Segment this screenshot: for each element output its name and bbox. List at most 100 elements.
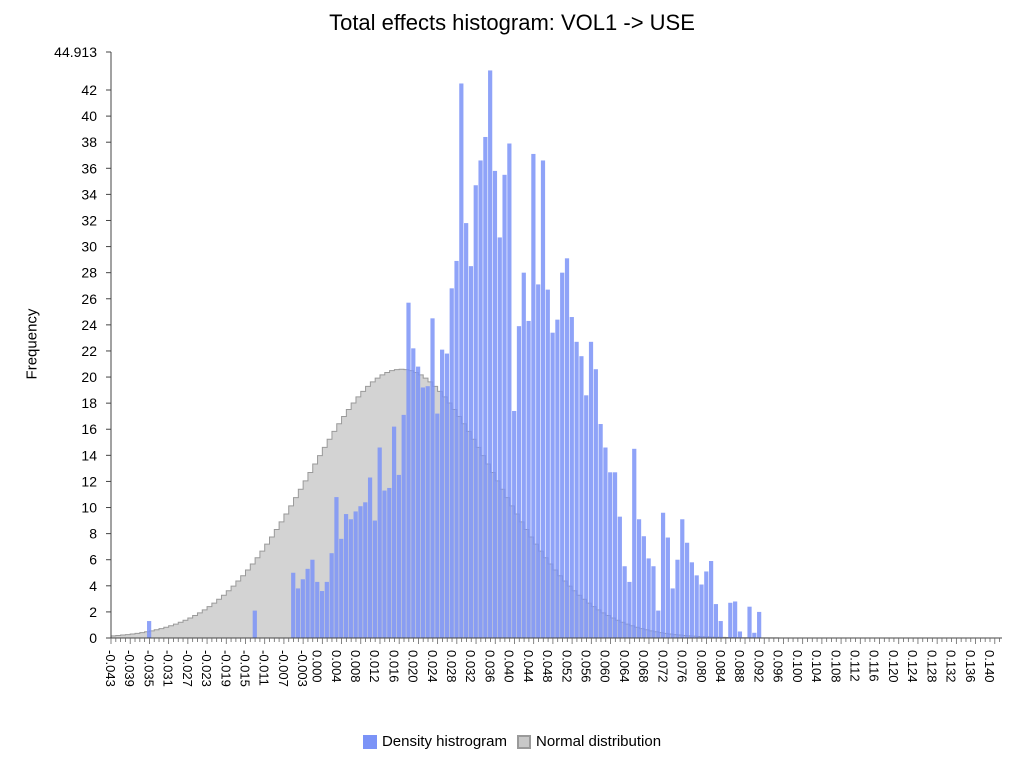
histogram-bar [459,83,464,639]
histogram-bar [468,266,474,638]
y-tick-label: 14 [81,447,97,463]
histogram-bar [444,353,450,638]
histogram-bar [694,575,699,638]
y-max-label: 44.913 [54,44,97,60]
x-tick-label: 0.068 [636,650,651,683]
chart-title: Total effects histogram: VOL1 -> USE [329,10,695,35]
histogram-bar [632,448,637,638]
histogram-bar [651,566,656,638]
histogram-bar [329,553,334,638]
y-tick-label: 12 [81,473,97,489]
y-tick-label: 0 [89,630,97,646]
x-tick-label: 0.036 [482,650,497,683]
histogram-bar [608,472,613,638]
histogram-bar [564,258,570,638]
histogram-bar [665,537,670,638]
histogram-bar [464,223,469,638]
histogram-bar [339,538,344,638]
histogram-bar [555,319,560,638]
histogram-bar [416,366,421,638]
histogram-bar [521,272,526,638]
x-tick-label: -0.035 [141,650,156,687]
legend-item-histogram[interactable]: Density histrogram [362,733,507,750]
histogram-bar [684,542,690,638]
histogram-bar [713,604,719,638]
histogram-bar [348,519,353,638]
x-tick-label: 0.028 [444,650,459,683]
y-tick-label: 18 [81,395,97,411]
x-tick-label: 0.000 [310,650,325,683]
x-tick-label: 0.084 [713,650,728,683]
histogram-bar [579,356,584,638]
y-tick-label: 32 [81,212,97,228]
x-tick-label: -0.027 [180,650,195,687]
histogram-bar [627,581,632,638]
histogram-bar [733,601,738,638]
x-tick-label: 0.116 [867,650,882,682]
x-tick-label: -0.031 [161,650,176,687]
x-tick-label: 0.072 [655,650,670,683]
histogram-bar [675,559,680,638]
histogram-bar [334,497,339,638]
legend-label-normal: Normal distribution [536,733,662,750]
histogram-bar [315,581,320,638]
x-tick-label: -0.007 [276,650,291,687]
x-tick-label: -0.023 [199,650,214,687]
histogram-bar [483,136,488,639]
histogram-bar [584,395,589,638]
histogram-bar [430,318,435,638]
histogram-bar [752,632,757,638]
legend-item-normal[interactable]: Normal distribution [517,733,661,750]
legend-label-histogram: Density histrogram [381,733,507,750]
histogram-bar [603,447,608,638]
histogram-bar [670,588,675,638]
histogram-bar [656,610,661,638]
histogram-bar [526,320,531,638]
histogram-bar [387,487,392,638]
histogram-bar [617,516,622,638]
x-tick-label: 0.080 [694,650,709,683]
x-tick-label: 0.056 [579,650,594,683]
x-tick-label: 0.064 [617,650,632,683]
y-tick-label: 40 [81,108,97,124]
histogram-bar [435,413,440,638]
histogram-bar [353,511,358,638]
histogram-bar [689,562,694,638]
x-tick-label: 0.100 [790,650,805,683]
x-tick-label: 0.076 [675,650,690,683]
histogram-bar [728,602,733,638]
y-tick-label: 34 [81,186,97,202]
histogram-bar [411,348,416,638]
histogram-bar [492,170,498,638]
histogram-bar [324,581,329,638]
legend: Density histrogram Normal distribution [0,733,1024,750]
histogram-bar [545,289,550,638]
y-tick-label: 10 [81,500,97,516]
x-tick-label: 0.104 [809,650,824,683]
histogram-bar [737,631,743,638]
x-tick-label: 0.088 [732,650,747,683]
x-tick-label: 0.124 [905,650,920,683]
x-tick-label: -0.015 [237,650,252,687]
histogram-bar [363,502,368,638]
y-tick-label: 22 [81,343,97,359]
histogram-bar [704,571,709,638]
histogram-bar [372,520,377,638]
x-tick-label: 0.008 [348,650,363,683]
histogram-bar [699,584,704,638]
histogram-bar [531,153,536,638]
x-tick-label: 0.136 [963,650,978,683]
histogram-bar [367,477,373,638]
histogram-bar [473,185,478,638]
histogram-bar [319,591,325,638]
histogram-chart: 0246810121416182022242628303234363840424… [54,44,1002,687]
x-tick-label: 0.024 [425,650,440,683]
y-tick-label: 4 [89,578,97,594]
y-tick-label: 36 [81,160,97,176]
histogram-bar [401,414,406,638]
axes-layer: 0246810121416182022242628303234363840424… [54,44,1002,687]
x-tick-label: -0.011 [257,650,272,686]
y-tick-label: 42 [81,82,97,98]
legend-swatch-histogram [362,734,377,749]
x-tick-label: 0.132 [944,650,959,683]
